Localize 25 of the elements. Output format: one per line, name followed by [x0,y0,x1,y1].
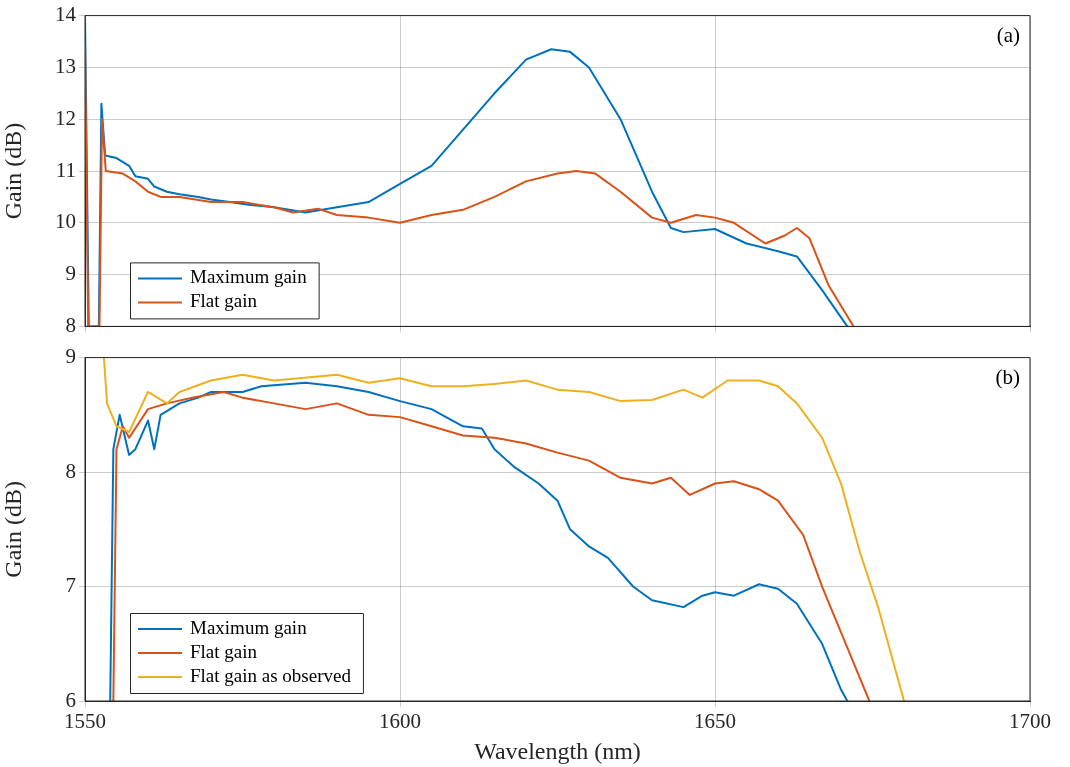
x-tick-label: 1700 [1009,709,1051,734]
y-tick-label: 7 [65,573,76,598]
y-tick-label: 11 [55,157,76,182]
x-tick-label: 1650 [694,709,736,734]
y-tick-label: 14 [55,2,77,27]
y-tick-label: 8 [65,458,76,483]
y-tick-label: 8 [65,312,76,337]
y-tick-label: 9 [65,261,76,286]
y-axis-title: Gain (dB) [0,122,26,220]
x-tick-label: 1550 [64,709,106,734]
legend-label: Flat gain [190,640,258,662]
x-tick-label: 1600 [379,709,421,734]
y-axis-title: Gain (dB) [0,480,26,578]
x-axis-title: Wavelength (nm) [474,737,641,764]
y-tick-label: 6 [65,687,76,712]
annotation: (a) [996,22,1020,47]
y-tick-label: 10 [55,209,76,234]
y-tick-label: 13 [55,53,76,78]
y-tick-label: 9 [65,344,76,369]
annotation: (b) [995,364,1020,389]
y-tick-label: 12 [55,105,76,130]
legend-label: Maximum gain [190,616,308,638]
legend-label: Maximum gain [190,266,308,288]
legend-label: Flat gain [190,290,258,312]
legend-label: Flat gain as observed [190,664,352,686]
